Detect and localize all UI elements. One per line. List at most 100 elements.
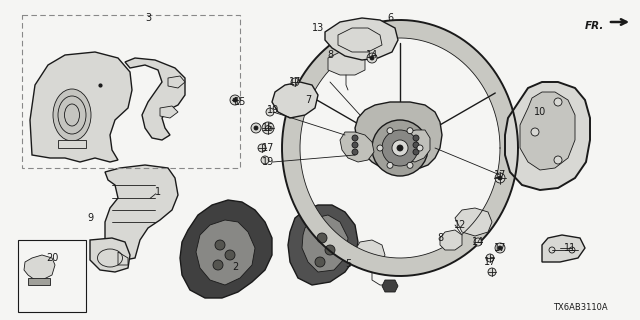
Text: 17: 17 xyxy=(494,170,506,180)
Text: 11: 11 xyxy=(564,243,576,253)
Circle shape xyxy=(498,246,502,250)
Polygon shape xyxy=(355,102,442,170)
Text: FR.: FR. xyxy=(584,21,604,31)
Text: 13: 13 xyxy=(312,23,324,33)
Text: 2: 2 xyxy=(232,262,238,272)
Circle shape xyxy=(230,95,240,105)
Polygon shape xyxy=(325,18,398,60)
Polygon shape xyxy=(338,28,382,52)
Text: 5: 5 xyxy=(345,259,351,269)
Text: 14: 14 xyxy=(472,237,484,247)
Text: 17: 17 xyxy=(494,243,506,253)
Polygon shape xyxy=(542,235,585,262)
Polygon shape xyxy=(288,205,358,285)
Circle shape xyxy=(387,128,393,134)
Circle shape xyxy=(392,140,408,156)
Circle shape xyxy=(377,145,383,151)
Text: 9: 9 xyxy=(87,213,93,223)
Circle shape xyxy=(291,78,299,86)
Circle shape xyxy=(495,173,505,183)
Polygon shape xyxy=(455,208,492,236)
Circle shape xyxy=(554,156,562,164)
Circle shape xyxy=(531,128,539,136)
Polygon shape xyxy=(105,165,178,260)
Text: 10: 10 xyxy=(534,107,546,117)
Text: TX6AB3110A: TX6AB3110A xyxy=(553,303,607,313)
Circle shape xyxy=(367,53,377,63)
Polygon shape xyxy=(58,140,86,148)
Polygon shape xyxy=(30,52,132,162)
Polygon shape xyxy=(355,240,385,268)
Polygon shape xyxy=(118,252,128,265)
Text: 1: 1 xyxy=(155,187,161,197)
Circle shape xyxy=(262,122,274,134)
Polygon shape xyxy=(302,215,348,272)
Circle shape xyxy=(488,268,496,276)
Circle shape xyxy=(352,135,358,141)
Text: 17: 17 xyxy=(484,257,496,267)
Polygon shape xyxy=(505,82,590,190)
Circle shape xyxy=(397,145,403,151)
Circle shape xyxy=(251,123,261,133)
Polygon shape xyxy=(340,132,374,162)
Circle shape xyxy=(474,238,482,246)
Circle shape xyxy=(233,98,237,102)
Polygon shape xyxy=(28,278,50,285)
Text: 17: 17 xyxy=(289,77,301,87)
Circle shape xyxy=(554,98,562,106)
Text: 20: 20 xyxy=(46,253,58,263)
Circle shape xyxy=(495,243,505,253)
Circle shape xyxy=(315,257,325,267)
Circle shape xyxy=(258,144,266,152)
Polygon shape xyxy=(440,230,462,250)
Circle shape xyxy=(413,135,419,141)
Polygon shape xyxy=(24,255,55,280)
Text: 14: 14 xyxy=(366,50,378,60)
Circle shape xyxy=(387,162,393,168)
Polygon shape xyxy=(196,220,255,285)
Text: 8: 8 xyxy=(327,50,333,60)
Circle shape xyxy=(352,142,358,148)
Circle shape xyxy=(215,240,225,250)
Circle shape xyxy=(407,128,413,134)
Polygon shape xyxy=(400,130,430,162)
Circle shape xyxy=(325,245,335,255)
Text: 19: 19 xyxy=(262,157,274,167)
Polygon shape xyxy=(328,52,365,75)
Circle shape xyxy=(266,108,274,116)
Circle shape xyxy=(261,156,269,164)
Text: 6: 6 xyxy=(387,13,393,23)
Text: 7: 7 xyxy=(305,95,311,105)
Polygon shape xyxy=(180,200,272,298)
Circle shape xyxy=(213,260,223,270)
Polygon shape xyxy=(160,106,178,118)
Text: 12: 12 xyxy=(454,220,466,230)
Bar xyxy=(22,15,240,168)
Bar xyxy=(18,240,86,312)
Circle shape xyxy=(407,162,413,168)
Circle shape xyxy=(417,145,423,151)
Text: 8: 8 xyxy=(437,233,443,243)
Circle shape xyxy=(413,142,419,148)
Circle shape xyxy=(370,56,374,60)
Polygon shape xyxy=(125,58,185,140)
Circle shape xyxy=(382,130,418,166)
Text: 17: 17 xyxy=(262,143,274,153)
Circle shape xyxy=(372,120,428,176)
Text: 15: 15 xyxy=(234,97,246,107)
Circle shape xyxy=(486,254,494,262)
Text: 16: 16 xyxy=(262,123,274,133)
Polygon shape xyxy=(282,20,518,276)
Circle shape xyxy=(254,126,258,130)
Circle shape xyxy=(498,176,502,180)
Circle shape xyxy=(352,149,358,155)
Polygon shape xyxy=(382,280,398,292)
Text: 3: 3 xyxy=(145,13,151,23)
Polygon shape xyxy=(90,238,130,272)
Ellipse shape xyxy=(53,89,91,141)
Polygon shape xyxy=(168,76,185,88)
Polygon shape xyxy=(272,82,318,118)
Circle shape xyxy=(225,250,235,260)
Polygon shape xyxy=(520,92,575,170)
Circle shape xyxy=(413,149,419,155)
